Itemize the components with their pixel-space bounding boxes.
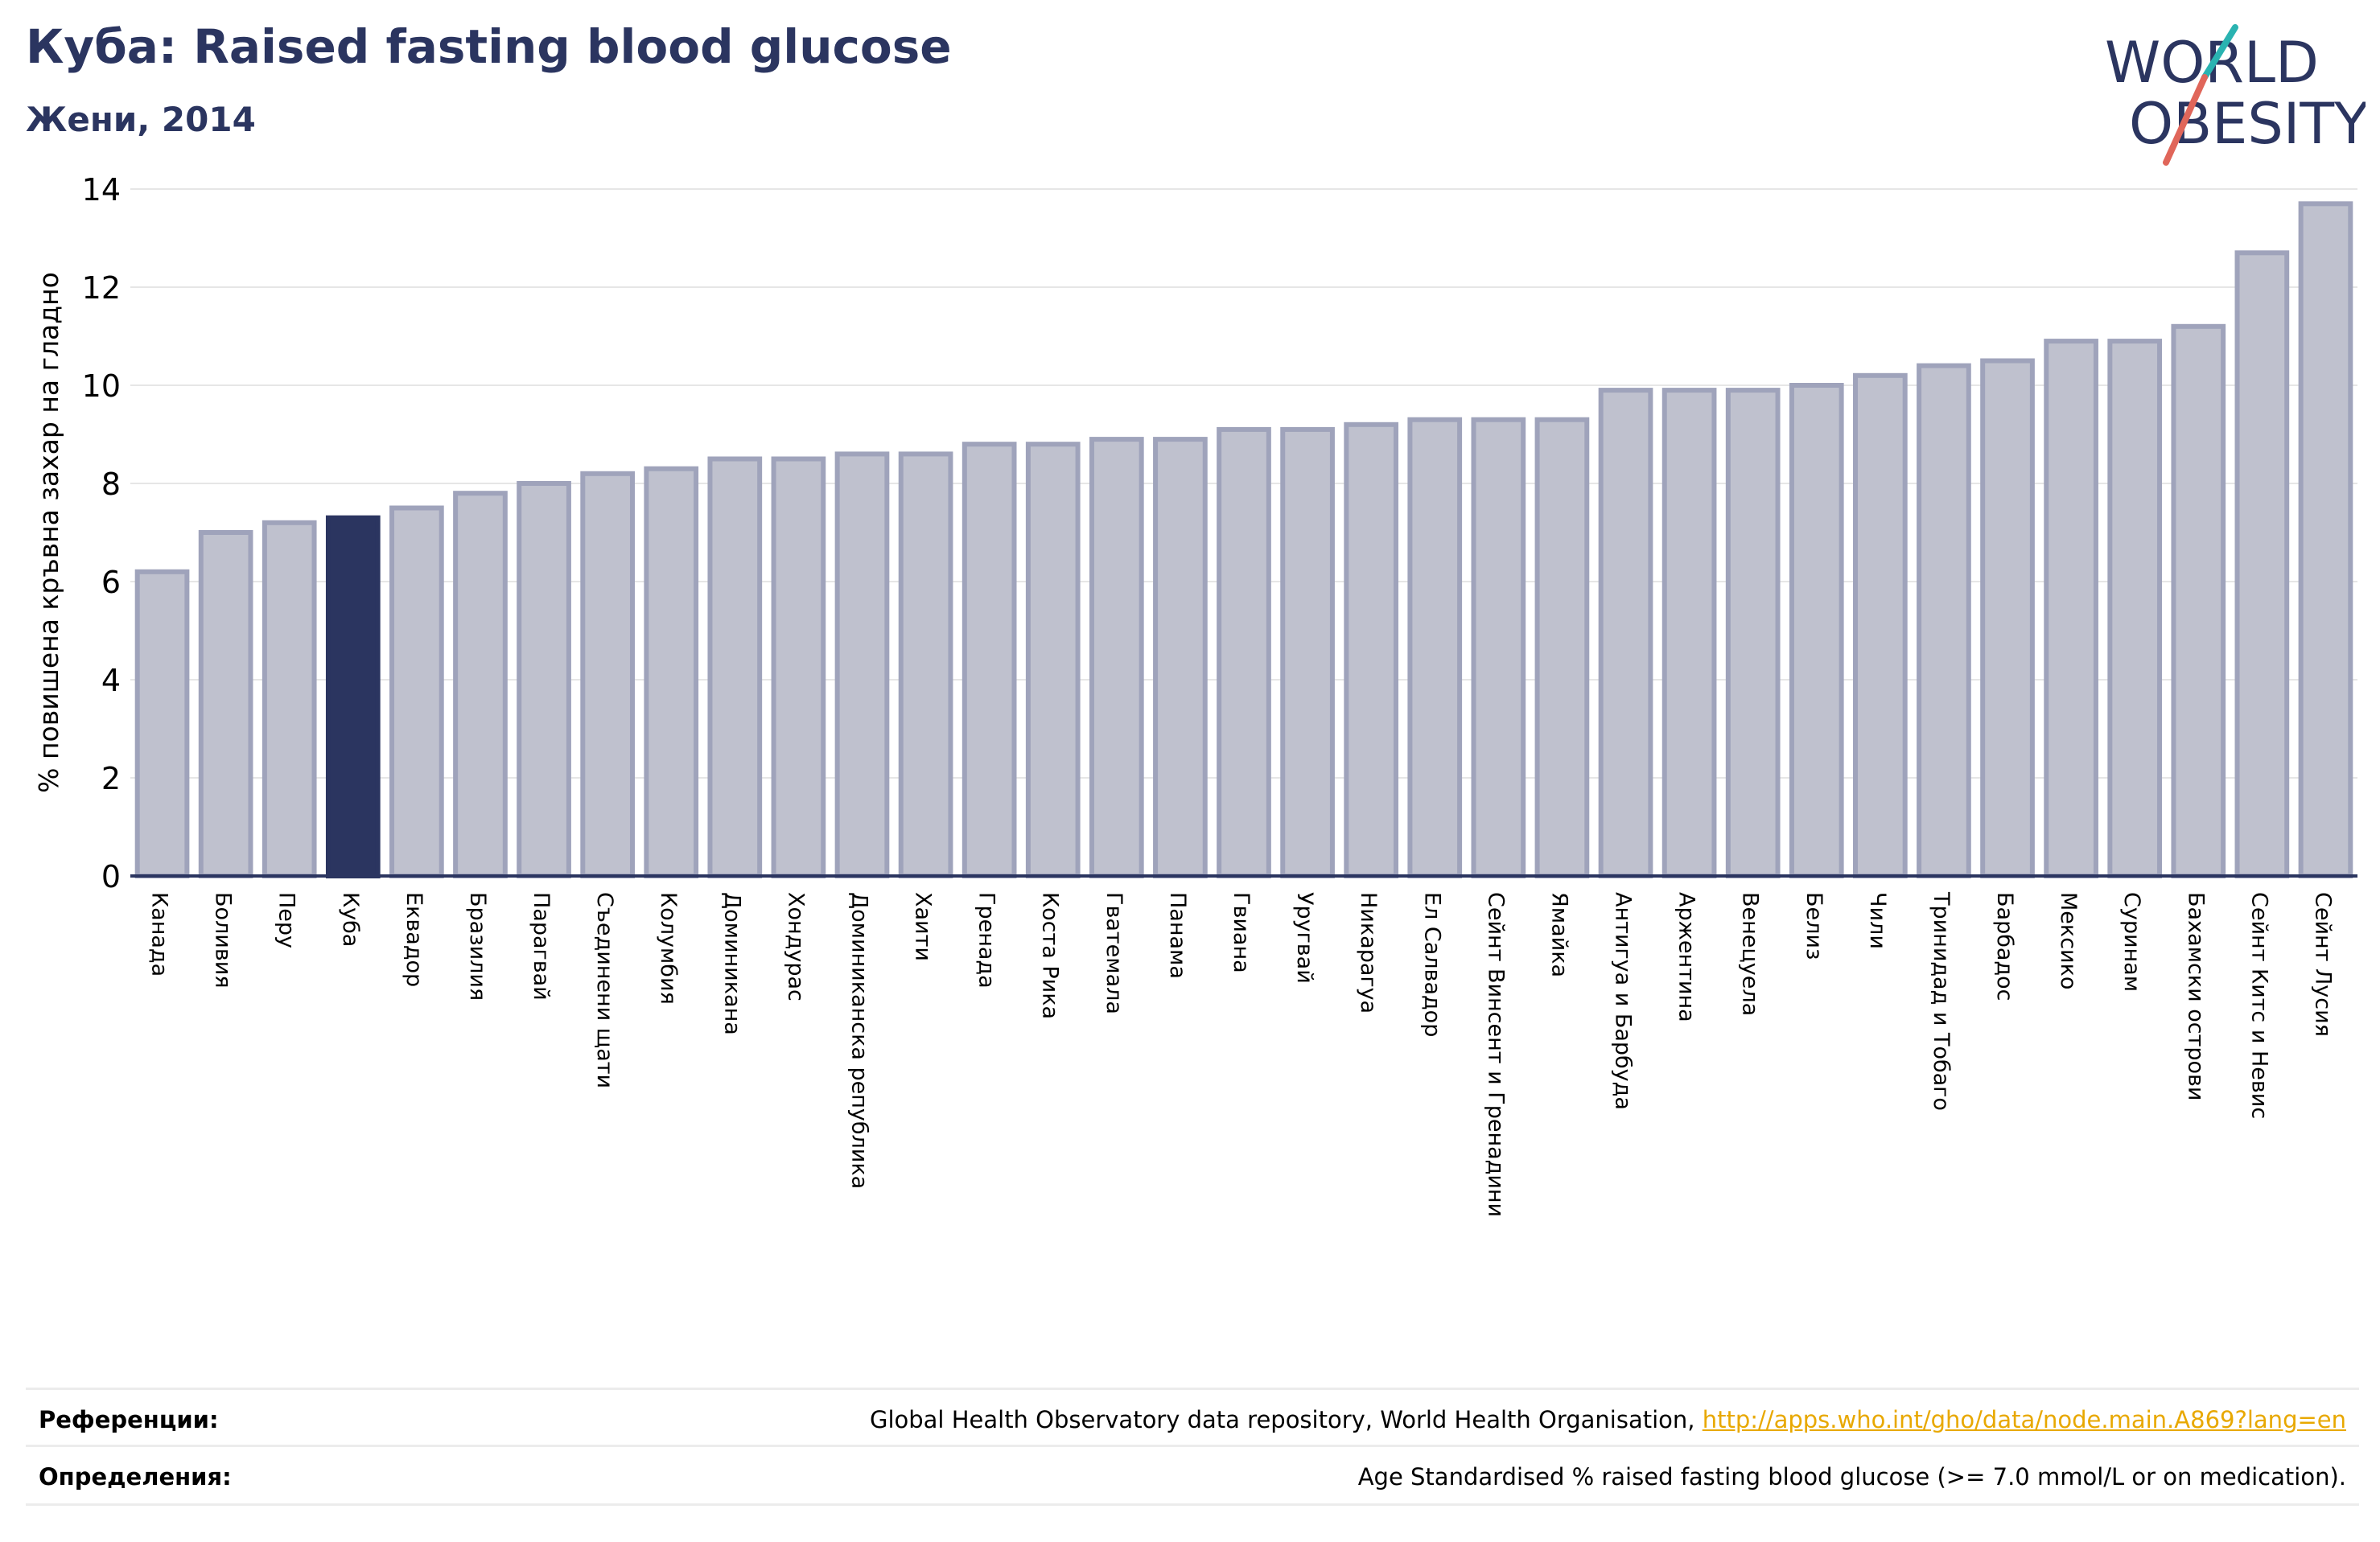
bar — [1344, 421, 1399, 878]
x-tick-label: Панама — [1165, 892, 1190, 979]
x-axis-ticks: Канада Боливия Перу Куба Еквадор Бразилия Пара… — [147, 891, 2336, 1217]
definitions-value: Age Standardised % raised fasting blood … — [1357, 1463, 2346, 1491]
bar — [1153, 437, 1208, 878]
x-tick-label: Боливия — [211, 892, 236, 989]
bar — [1725, 388, 1781, 879]
x-tick-label: Ел Салвадор — [1419, 892, 1444, 1037]
chart-subtitle: Жени, 2014 — [26, 100, 256, 139]
bar — [2107, 339, 2163, 879]
bar — [644, 466, 699, 878]
bar-chart: 0 2 4 6 8 10 12 14 Канада Боливия Перу Куба Еквадор… — [33, 172, 2357, 1217]
y-tick-label: 4 — [101, 663, 121, 698]
references-value: Global Health Observatory data repositor… — [870, 1406, 2346, 1433]
bar — [834, 451, 890, 878]
logo-text-obesity: OBESITY — [2129, 91, 2366, 157]
y-tick-label: 2 — [101, 761, 121, 796]
x-tick-label: Бразилия — [465, 892, 490, 1001]
y-tick-label: 8 — [101, 467, 121, 502]
bar — [2298, 201, 2353, 879]
x-tick-label: Никарагуа — [1356, 892, 1381, 1014]
x-tick-label: Куба — [338, 892, 363, 947]
x-tick-label: Съединени щати — [592, 892, 617, 1088]
x-tick-label: Доминикана — [719, 892, 744, 1035]
references-row: Референции: Global Health Observatory da… — [26, 1388, 2359, 1446]
bar — [1025, 442, 1081, 878]
definitions-label: Определения: — [39, 1463, 232, 1491]
x-tick-label: Хондурас — [783, 892, 808, 1001]
x-tick-label: Мексико — [2056, 892, 2081, 989]
y-tick-label: 12 — [82, 270, 121, 306]
x-tick-label: Сейнт Лусия — [2310, 892, 2335, 1037]
bar — [1217, 426, 1271, 878]
definitions-row: Определения: Age Standardised % raised f… — [26, 1445, 2359, 1506]
x-tick-label: Парагвай — [529, 892, 554, 1001]
x-tick-label: Сейнт Винсент и Гренадини — [1483, 892, 1508, 1217]
x-tick-label: Коста Рика — [1038, 892, 1063, 1019]
bar — [771, 456, 826, 878]
bar — [517, 481, 571, 878]
bar — [707, 456, 763, 878]
y-tick-label: 10 — [82, 368, 121, 404]
bar — [1471, 417, 1526, 878]
bar — [1661, 388, 1717, 879]
bar — [2171, 323, 2226, 878]
bar — [389, 505, 444, 878]
world-obesity-logo: WORLD OBESITY — [2105, 24, 2366, 166]
bar — [1598, 388, 1653, 879]
x-tick-label: Еквадор — [401, 892, 426, 987]
bar — [898, 451, 953, 878]
bar — [134, 569, 190, 878]
x-tick-label: Хаити — [911, 892, 936, 961]
x-tick-label: Ямайка — [1546, 892, 1571, 977]
x-tick-label: Канада — [147, 892, 172, 977]
x-tick-label: Белиз — [1801, 892, 1826, 960]
bar — [1853, 372, 1908, 878]
bar — [580, 471, 635, 878]
x-tick-label: Венецуела — [1738, 892, 1763, 1016]
bar — [961, 442, 1017, 878]
x-tick-label: Гватемала — [1101, 892, 1126, 1014]
x-tick-label: Доминиканска република — [846, 892, 871, 1189]
x-tick-label: Тринидад и Тобаго — [1929, 891, 1954, 1111]
x-tick-label: Аржентина — [1674, 892, 1699, 1022]
references-link[interactable]: http://apps.who.int/gho/data/node.main.A… — [1702, 1406, 2346, 1433]
bar — [2234, 250, 2290, 878]
y-axis-label: % повишена кръвна захар на гладно — [33, 272, 64, 793]
chart-title: Куба: Raised fasting blood glucose — [26, 19, 952, 74]
bar — [198, 530, 253, 878]
y-tick-label: 14 — [82, 172, 121, 208]
bar — [1789, 383, 1844, 878]
bar — [453, 491, 508, 878]
bar — [1534, 417, 1590, 878]
references-label: Референции: — [39, 1406, 219, 1433]
y-axis-ticks: 0 2 4 6 8 10 12 14 — [82, 172, 121, 894]
bar — [261, 520, 317, 878]
references-text: Global Health Observatory data repositor… — [869, 1406, 1703, 1433]
bar — [1980, 358, 2035, 878]
x-tick-label: Гренада — [974, 892, 999, 989]
x-tick-label: Барбадос — [1992, 892, 2017, 1001]
bar — [1280, 426, 1335, 878]
x-tick-label: Чили — [1865, 892, 1890, 949]
logo-slash-red — [2163, 74, 2208, 166]
logo-slash-teal — [2201, 24, 2238, 80]
x-tick-label: Антигуа и Барбуда — [1611, 892, 1636, 1110]
x-tick-label: Уругвай — [1292, 892, 1317, 984]
bar — [1917, 363, 1971, 879]
bars — [134, 201, 2353, 879]
bar — [325, 515, 381, 878]
bar — [2044, 339, 2098, 879]
y-tick-label: 0 — [101, 859, 121, 894]
x-tick-label: Суринам — [2119, 892, 2144, 992]
x-tick-label: Перу — [274, 892, 299, 948]
bar — [1407, 417, 1463, 878]
x-tick-label: Бахамски острови — [2183, 892, 2208, 1100]
x-tick-label: Сейнт Китс и Невис — [2246, 892, 2271, 1119]
x-tick-label: Гвиана — [1229, 892, 1254, 973]
x-tick-label: Колумбия — [656, 892, 681, 1005]
y-tick-label: 6 — [101, 565, 121, 600]
bar — [1089, 437, 1144, 878]
